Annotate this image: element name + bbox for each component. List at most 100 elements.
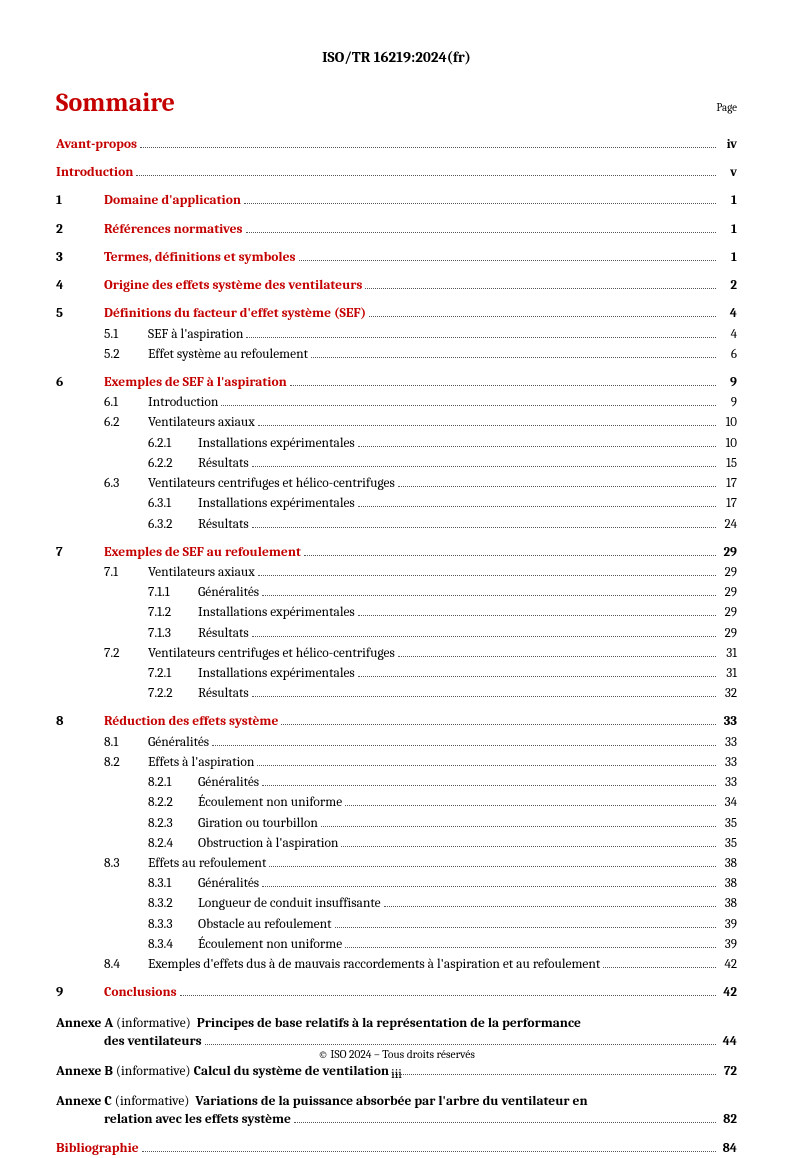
page-number: iii bbox=[0, 1067, 793, 1082]
toc-entry-annex-a: Annexe A (informative) Principes de base… bbox=[56, 1015, 737, 1051]
leader bbox=[257, 765, 716, 766]
toc-label: Écoulement non uniforme bbox=[198, 936, 342, 954]
toc-page: 24 bbox=[719, 516, 737, 534]
toc-entry-s713: 7.1.3 Résultats 29 bbox=[56, 625, 737, 643]
toc-entry-s721: 7.2.1 Installations expérimentales 31 bbox=[56, 665, 737, 683]
leader bbox=[345, 805, 716, 806]
toc-num: 8.2.3 bbox=[148, 815, 198, 833]
toc-page: 9 bbox=[719, 374, 737, 392]
page-footer: © ISO 2024 – Tous droits réservés iii bbox=[0, 1048, 793, 1082]
doc-identifier: ISO/TR 16219:2024(fr) bbox=[56, 48, 737, 66]
leader bbox=[304, 555, 716, 556]
leader bbox=[341, 846, 716, 847]
toc-page: 17 bbox=[719, 495, 737, 513]
toc-num: 8.2 bbox=[104, 754, 148, 772]
toc-page: 33 bbox=[719, 713, 737, 731]
leader bbox=[246, 337, 716, 338]
toc-num: 7.1.1 bbox=[148, 584, 198, 602]
toc-heading: Sommaire bbox=[56, 88, 175, 118]
toc-entry-s3: 3 Termes, définitions et symboles 1 bbox=[56, 249, 737, 267]
leader bbox=[358, 446, 716, 447]
toc-num: 4 bbox=[56, 277, 104, 295]
toc-page: 35 bbox=[719, 815, 737, 833]
toc-num: 6.2 bbox=[104, 414, 148, 432]
leader bbox=[365, 288, 716, 289]
toc-num: 7.2.1 bbox=[148, 665, 198, 683]
toc-num: 6.2.1 bbox=[148, 435, 198, 453]
toc-num: 6.3.2 bbox=[148, 516, 198, 534]
toc-page: 15 bbox=[719, 455, 737, 473]
toc-page: 33 bbox=[719, 754, 737, 772]
toc-label: Résultats bbox=[198, 455, 249, 473]
heading-row: Sommaire Page bbox=[56, 88, 737, 118]
toc-entry-introduction: Introduction v bbox=[56, 164, 737, 182]
toc-entry-s831: 8.3.1 Généralités 38 bbox=[56, 875, 737, 893]
leader bbox=[258, 575, 716, 576]
toc-entry-s822: 8.2.2 Écoulement non uniforme 34 bbox=[56, 794, 737, 812]
toc-entry-annex-c: Annexe C (informative) Variations de la … bbox=[56, 1093, 737, 1129]
toc-entry-s631: 6.3.1 Installations expérimentales 17 bbox=[56, 495, 737, 513]
page-column-label: Page bbox=[716, 101, 737, 114]
toc-entry-s824: 8.2.4 Obstruction à l'aspiration 35 bbox=[56, 835, 737, 853]
toc-entry-s83: 8.3 Effets au refoulement 38 bbox=[56, 855, 737, 873]
leader bbox=[142, 1151, 716, 1152]
leader bbox=[358, 615, 716, 616]
toc-page: 33 bbox=[719, 734, 737, 752]
toc-label: Bibliographie bbox=[56, 1140, 139, 1158]
toc-num: 8.3.2 bbox=[148, 895, 198, 913]
toc-num: 6.1 bbox=[104, 394, 148, 412]
toc-label: Installations expérimentales bbox=[198, 495, 355, 513]
toc-page: 17 bbox=[719, 475, 737, 493]
toc-num: 8.3.4 bbox=[148, 936, 198, 954]
toc-entry-s72: 7.2 Ventilateurs centrifuges et hélico-c… bbox=[56, 645, 737, 663]
toc-label: Introduction bbox=[148, 394, 218, 412]
toc-num: 8.3 bbox=[104, 855, 148, 873]
toc-label: Effets au refoulement bbox=[148, 855, 266, 873]
toc-page: 1 bbox=[719, 192, 737, 210]
toc-page: 10 bbox=[719, 435, 737, 453]
leader bbox=[369, 316, 716, 317]
toc-page: 6 bbox=[719, 346, 737, 364]
toc-label: Écoulement non uniforme bbox=[198, 794, 342, 812]
annex-prefix: Annexe C bbox=[56, 1094, 112, 1109]
leader bbox=[258, 425, 716, 426]
toc-num: 7.1 bbox=[104, 564, 148, 582]
toc-num: 5 bbox=[56, 305, 104, 323]
toc-entry-s51: 5.1 SEF à l'aspiration 4 bbox=[56, 326, 737, 344]
toc-page: 33 bbox=[719, 774, 737, 792]
toc-page: 84 bbox=[719, 1140, 737, 1158]
toc-label: Termes, définitions et symboles bbox=[104, 249, 296, 267]
toc-num: 3 bbox=[56, 249, 104, 267]
toc-label: Obstruction à l'aspiration bbox=[198, 835, 338, 853]
annex-info: (informative) bbox=[115, 1094, 190, 1109]
toc-page: 29 bbox=[719, 544, 737, 562]
toc-num: 8.3.3 bbox=[148, 916, 198, 934]
toc-page: 34 bbox=[719, 794, 737, 812]
toc-page: 32 bbox=[719, 685, 737, 703]
toc-label: Exemples d'effets dus à de mauvais racco… bbox=[148, 956, 600, 974]
toc-label: Généralités bbox=[148, 734, 209, 752]
toc-entry-s2: 2 Références normatives 1 bbox=[56, 221, 737, 239]
toc-label: Origine des effets système des ventilate… bbox=[104, 277, 362, 295]
toc-label: Généralités bbox=[198, 875, 259, 893]
toc-entry-bibliographie: Bibliographie 84 bbox=[56, 1140, 737, 1158]
toc-entry-s71: 7.1 Ventilateurs axiaux 29 bbox=[56, 564, 737, 582]
leader bbox=[335, 927, 716, 928]
toc-page: 4 bbox=[719, 305, 737, 323]
toc-label: Effets à l'aspiration bbox=[148, 754, 254, 772]
toc-label: Installations expérimentales bbox=[198, 435, 355, 453]
toc-entry-s834: 8.3.4 Écoulement non uniforme 39 bbox=[56, 936, 737, 954]
leader bbox=[136, 175, 716, 176]
toc-entry-s832: 8.3.2 Longueur de conduit insuffisante 3… bbox=[56, 895, 737, 913]
toc-page: 42 bbox=[719, 956, 737, 974]
leader bbox=[281, 724, 716, 725]
toc-label: Introduction bbox=[56, 164, 133, 182]
toc-page: 38 bbox=[719, 855, 737, 873]
toc-entry-avant-propos: Avant-propos iv bbox=[56, 136, 737, 154]
leader bbox=[252, 527, 716, 528]
toc-page: 82 bbox=[719, 1111, 737, 1129]
toc-page: 38 bbox=[719, 875, 737, 893]
toc-label: Résultats bbox=[198, 625, 249, 643]
leader bbox=[244, 203, 716, 204]
toc-entry-s82: 8.2 Effets à l'aspiration 33 bbox=[56, 754, 737, 772]
